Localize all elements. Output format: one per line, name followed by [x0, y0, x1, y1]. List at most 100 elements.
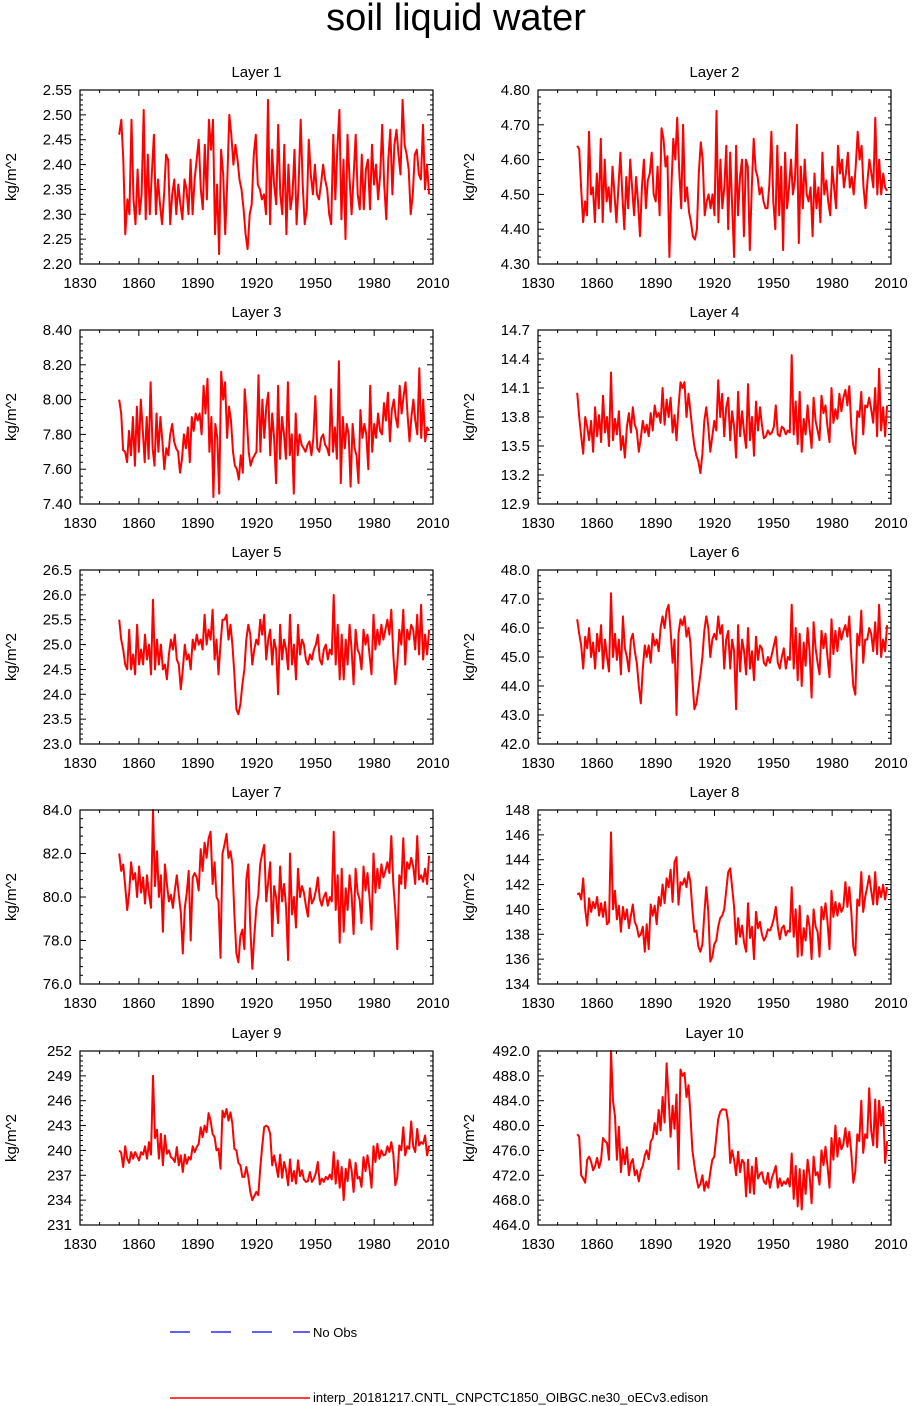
x-tick-label: 1920 — [698, 275, 731, 292]
x-tick-label: 1920 — [698, 515, 731, 532]
y-tick-label: 13.2 — [501, 467, 530, 484]
y-tick-label: 44.0 — [501, 678, 530, 695]
plot-frame — [79, 329, 434, 505]
x-tick-label: 1950 — [757, 275, 790, 292]
y-tick-label: 26.0 — [43, 587, 72, 604]
y-axis-label: kg/m^2 — [461, 1114, 478, 1162]
y-tick-label: 24.0 — [43, 686, 72, 703]
x-tick-label: 1890 — [639, 995, 672, 1012]
x-tick-label: 1950 — [757, 995, 790, 1012]
x-tick-label: 1860 — [122, 1236, 155, 1253]
x-tick-label: 1890 — [639, 1236, 672, 1253]
y-tick-label: 468.0 — [492, 1192, 530, 1209]
x-tick-label: 1980 — [815, 755, 848, 772]
y-tick-label: 472.0 — [492, 1167, 530, 1184]
x-tick-label: 1980 — [815, 275, 848, 292]
x-tick-label: 1980 — [357, 515, 390, 532]
y-axis-label: kg/m^2 — [3, 393, 20, 441]
y-tick-label: 26.5 — [43, 562, 72, 579]
x-tick-label: 1830 — [521, 1236, 554, 1253]
x-tick-label: 1980 — [357, 275, 390, 292]
chart-panel-4: Layer 4 kg/m^2 1830 1860 1890 1920 1950 1980 201… — [461, 304, 908, 532]
y-tick-label: 2.20 — [43, 256, 72, 273]
y-tick-label: 136 — [505, 951, 530, 968]
x-tick-label: 1860 — [580, 995, 613, 1012]
main-title: soil liquid water — [326, 0, 586, 39]
y-tick-label: 2.40 — [43, 157, 72, 174]
y-tick-label: 476.0 — [492, 1142, 530, 1159]
x-tick-label: 1890 — [639, 755, 672, 772]
plot-frame — [537, 1050, 892, 1226]
y-tick-label: 8.00 — [43, 392, 72, 409]
x-tick-label: 2010 — [416, 995, 449, 1012]
x-tick-label: 1890 — [181, 275, 214, 292]
y-tick-label: 14.7 — [501, 322, 530, 339]
y-tick-label: 80.0 — [43, 889, 72, 906]
x-tick-label: 1980 — [357, 995, 390, 1012]
x-tick-label: 1920 — [240, 1236, 273, 1253]
x-tick-label: 1830 — [521, 515, 554, 532]
y-axis-label: kg/m^2 — [461, 873, 478, 921]
x-tick-label: 1920 — [698, 1236, 731, 1253]
series-line — [576, 354, 889, 475]
x-tick-label: 1950 — [299, 1236, 332, 1253]
x-tick-label: 2010 — [874, 1236, 907, 1253]
x-tick-label: 1830 — [63, 275, 96, 292]
chart-title: Layer 2 — [689, 64, 739, 81]
chart-title: Layer 9 — [231, 1025, 281, 1042]
plot-frame — [537, 329, 892, 505]
series-line — [576, 1050, 889, 1211]
y-axis-label: kg/m^2 — [3, 153, 20, 201]
chart-panel-7: Layer 7 kg/m^2 1830 1860 1890 1920 1950 1980 201… — [3, 784, 450, 1012]
y-tick-label: 4.40 — [501, 221, 530, 238]
x-tick-label: 1980 — [815, 515, 848, 532]
x-tick-label: 1950 — [299, 515, 332, 532]
plot-frame — [537, 89, 892, 265]
y-tick-label: 488.0 — [492, 1068, 530, 1085]
y-tick-label: 492.0 — [492, 1043, 530, 1060]
plot-frame — [79, 1050, 434, 1226]
y-tick-label: 4.70 — [501, 117, 530, 134]
y-tick-label: 7.40 — [43, 496, 72, 513]
x-tick-label: 2010 — [416, 275, 449, 292]
chart-title: Layer 7 — [231, 784, 281, 801]
series-line — [118, 593, 431, 716]
y-tick-label: 480.0 — [492, 1118, 530, 1135]
x-tick-label: 1830 — [63, 1236, 96, 1253]
x-tick-label: 1860 — [580, 515, 613, 532]
y-tick-label: 47.0 — [501, 591, 530, 608]
series-line — [576, 109, 888, 258]
chart-title: Layer 3 — [231, 304, 281, 321]
y-tick-label: 14.4 — [501, 351, 530, 368]
x-tick-label: 1980 — [815, 1236, 848, 1253]
chart-title: Layer 5 — [231, 544, 281, 561]
y-tick-label: 46.0 — [501, 620, 530, 637]
y-tick-label: 8.20 — [43, 357, 72, 374]
x-tick-label: 1860 — [122, 275, 155, 292]
y-axis-label: kg/m^2 — [3, 633, 20, 681]
chart-title: Layer 6 — [689, 544, 739, 561]
y-tick-label: 8.40 — [43, 322, 72, 339]
x-tick-label: 1830 — [521, 995, 554, 1012]
y-tick-label: 2.50 — [43, 107, 72, 124]
x-tick-label: 1890 — [181, 995, 214, 1012]
x-tick-label: 2010 — [416, 755, 449, 772]
x-tick-label: 1980 — [815, 995, 848, 1012]
x-tick-label: 2010 — [416, 1236, 449, 1253]
chart-panel-5: Layer 5 kg/m^2 1830 1860 1890 1920 1950 1980 201… — [3, 544, 450, 772]
x-tick-label: 1890 — [639, 515, 672, 532]
x-tick-label: 1890 — [639, 275, 672, 292]
x-tick-label: 1950 — [757, 1236, 790, 1253]
chart-panel-3: Layer 3 kg/m^2 1830 1860 1890 1920 1950 1980 201… — [3, 304, 450, 532]
chart-panel-10: Layer 10 kg/m^2 1830 1860 1890 1920 1950 1980 20… — [461, 1025, 908, 1253]
y-axis-label: kg/m^2 — [3, 1114, 20, 1162]
legend-model-label: interp_20181217.CNTL_CNPCTC1850_OIBGC.ne… — [313, 1390, 709, 1405]
x-tick-label: 1860 — [580, 275, 613, 292]
series-line — [118, 98, 431, 256]
y-tick-label: 146 — [505, 827, 530, 844]
x-tick-label: 2010 — [416, 515, 449, 532]
x-tick-label: 1920 — [240, 995, 273, 1012]
y-tick-label: 140 — [505, 901, 530, 918]
plot-frame — [79, 809, 434, 985]
x-tick-label: 2010 — [874, 755, 907, 772]
